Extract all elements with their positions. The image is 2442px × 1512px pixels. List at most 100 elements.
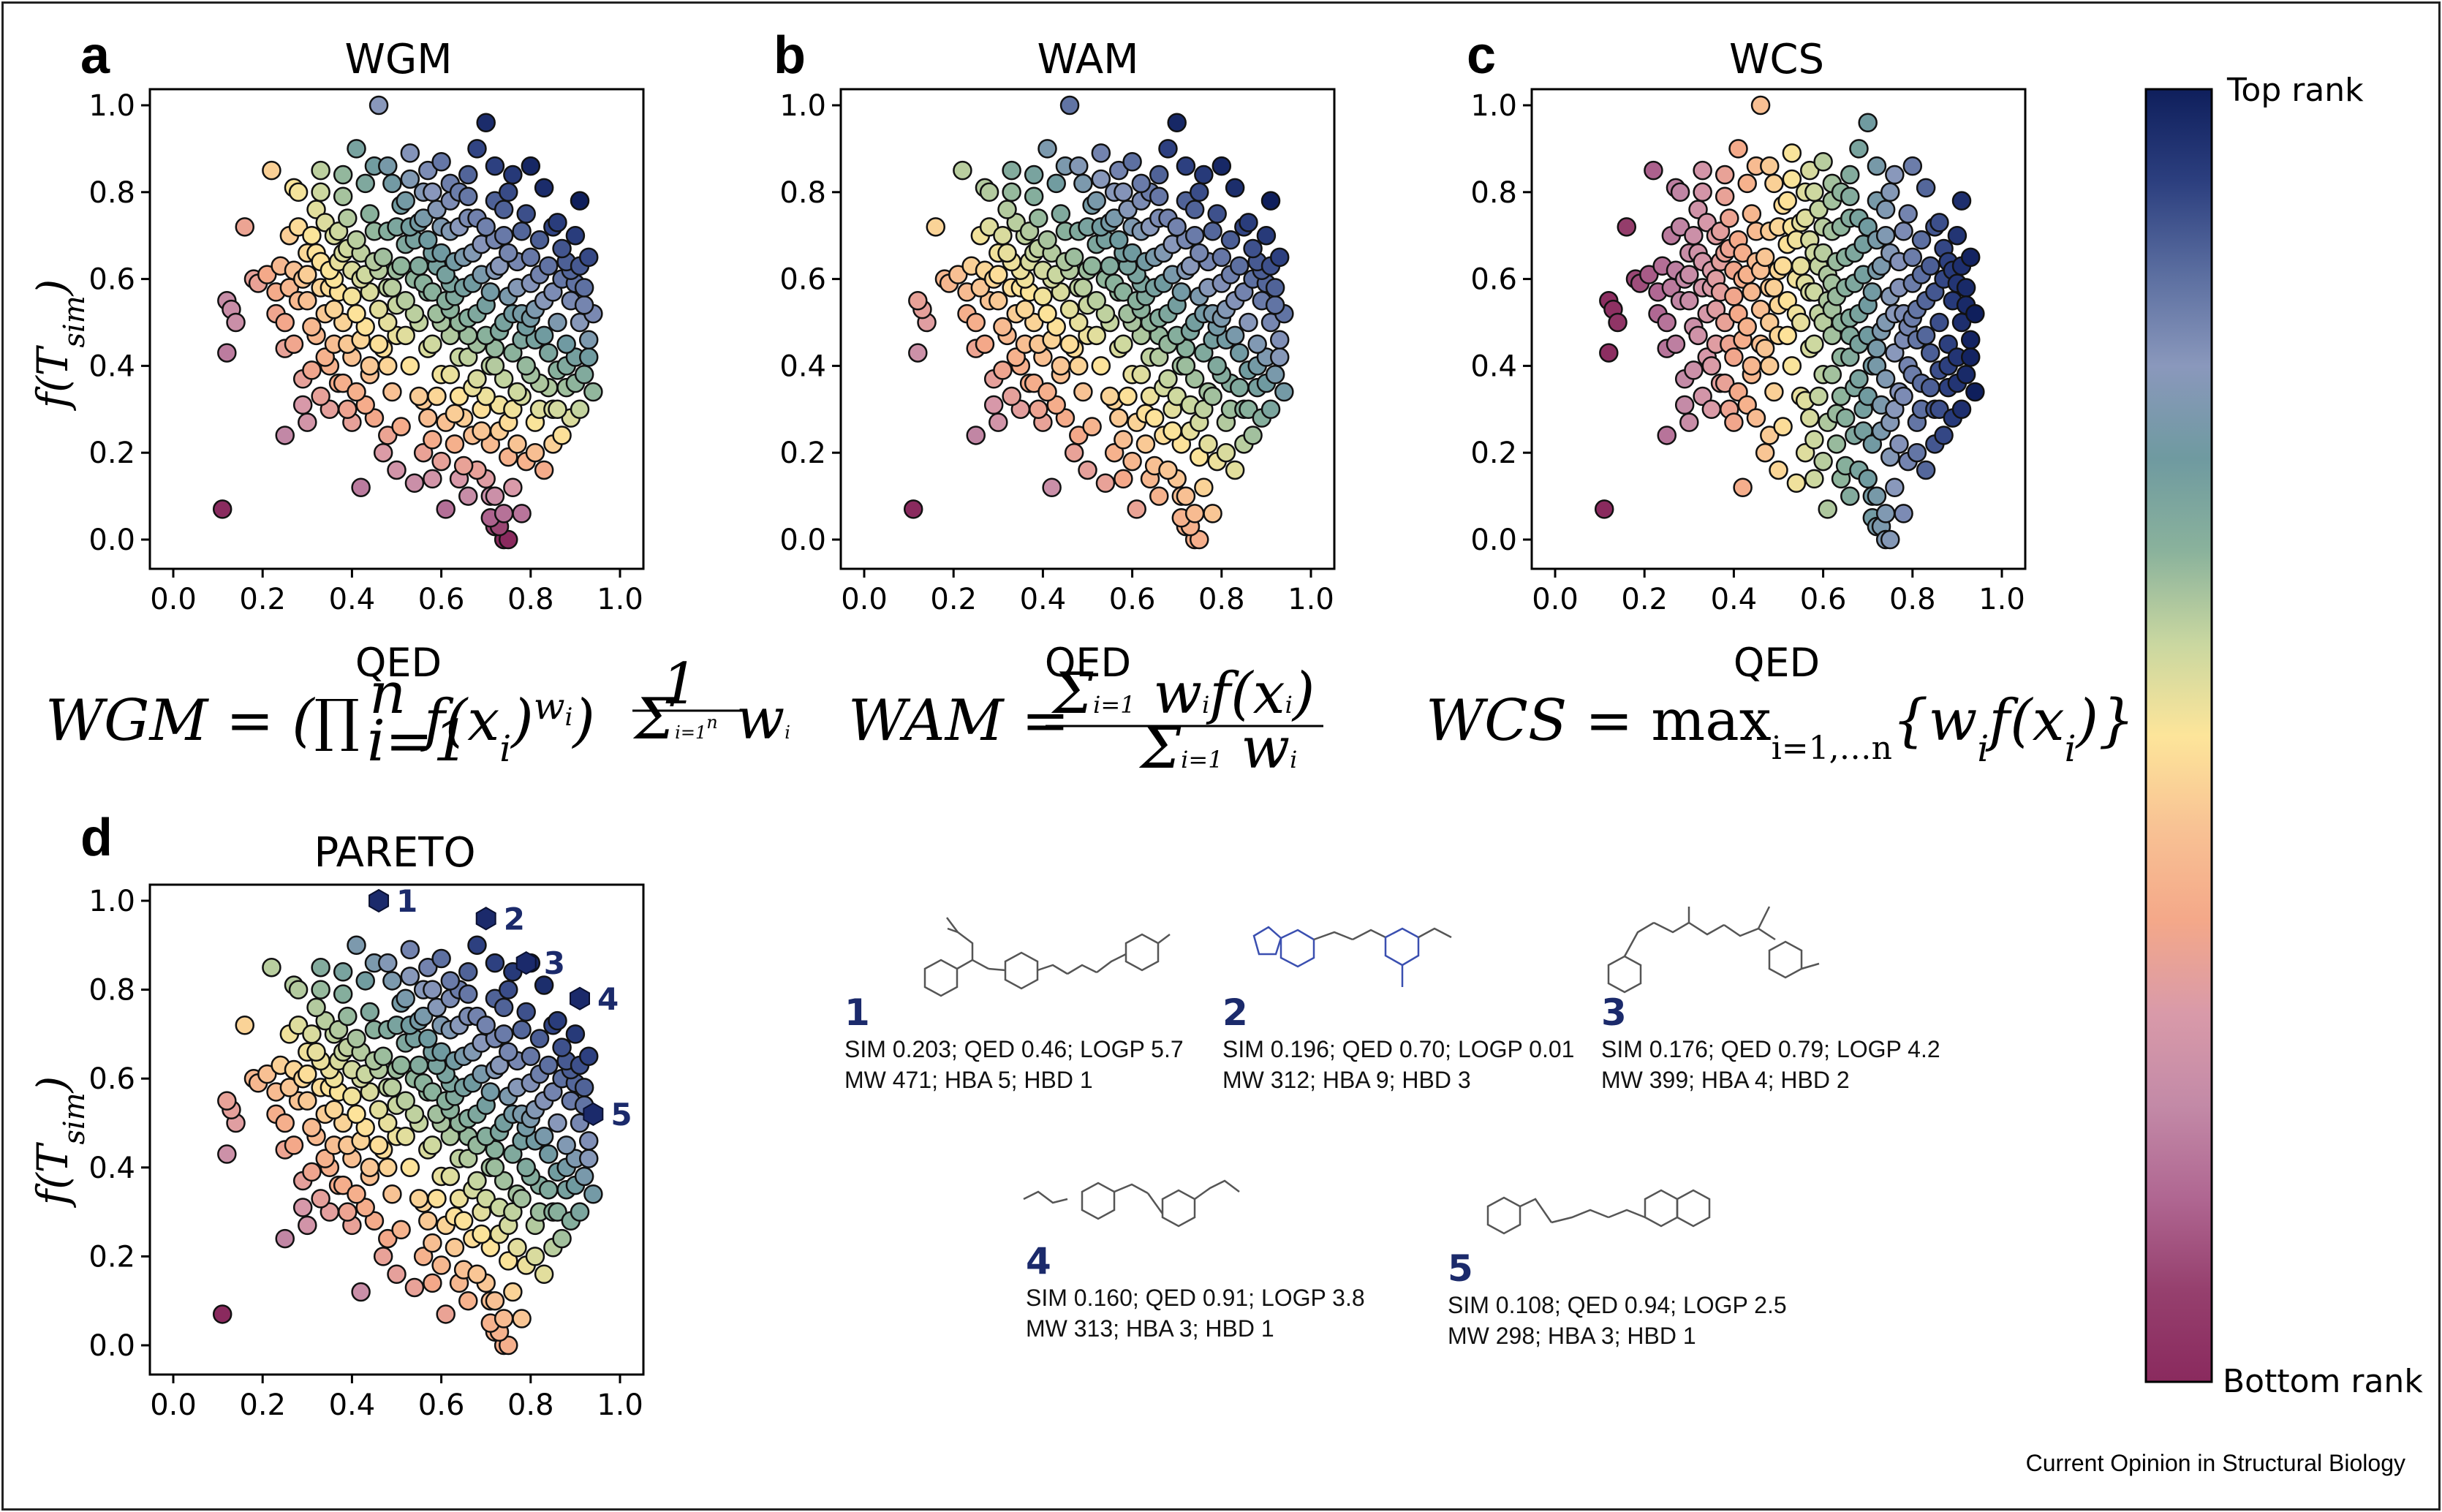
scatter-point (288, 1015, 309, 1035)
scatter-point (413, 1006, 434, 1027)
scatter-point (1920, 377, 1940, 398)
scatter-point (1710, 222, 1731, 241)
scatter-point (418, 230, 438, 250)
scatter-point (1122, 243, 1142, 263)
scatter-point (1822, 365, 1842, 385)
scatter-point (1813, 151, 1833, 172)
scatter-point (1180, 256, 1201, 276)
xtick-label: 0.0 (841, 583, 888, 616)
scatter-point (516, 204, 536, 224)
scatter-point (1086, 191, 1106, 211)
scatter-point (1929, 312, 1949, 333)
scatter-point (328, 1020, 349, 1040)
scatter-point (1684, 360, 1704, 380)
scatter-point (993, 317, 1013, 337)
scatter-point (1858, 469, 1878, 489)
scatter-point (1813, 243, 1833, 263)
scatter-point (1069, 356, 1089, 376)
ytick-label: 0.2 (88, 1240, 135, 1274)
scatter-point (1091, 169, 1111, 189)
scatter-point (1715, 373, 1735, 393)
scatter-point (1835, 408, 1856, 428)
scatter-point (1701, 399, 1722, 420)
scatter-point (423, 1135, 442, 1155)
scatter-point (427, 1189, 447, 1209)
scatter-point (382, 382, 402, 402)
ytick-label: 0.8 (88, 974, 135, 1008)
scatter-point (578, 247, 599, 268)
scatter-point (1069, 312, 1089, 333)
scatter-point (458, 984, 478, 1004)
scatter-point (552, 426, 572, 445)
scatter-point (1804, 469, 1824, 489)
scatter-point (333, 312, 353, 333)
scatter-point (570, 399, 590, 420)
scatter-point (1184, 225, 1205, 246)
scatter-point (1269, 330, 1290, 350)
scatter-point (1679, 291, 1699, 311)
scatter-point (333, 1113, 353, 1133)
scatter-point (1051, 282, 1071, 302)
scatter-point (1095, 473, 1116, 494)
scatter-point (391, 256, 411, 276)
scatter-point (507, 382, 527, 402)
scatter-point (1684, 225, 1704, 246)
scatter-point (1024, 165, 1044, 185)
svg-text:i=1: i=1 (367, 708, 469, 774)
scatter-point (574, 295, 594, 315)
scatter-point (1594, 499, 1614, 519)
scatter-point (378, 312, 398, 333)
scatter-point (1194, 399, 1214, 420)
scatter-point (503, 343, 523, 363)
pareto-hexagon-5 (583, 1102, 604, 1126)
scatter-point (988, 412, 1008, 432)
compound-4-structure (1023, 1179, 1240, 1228)
ytick-label: 1.0 (88, 885, 135, 918)
scatter-point (400, 169, 420, 189)
scatter-point (288, 980, 309, 999)
scatter-point (1885, 399, 1905, 420)
scatter-point (499, 1251, 518, 1271)
scatter-point (1046, 173, 1066, 194)
ytick-label: 1.0 (1470, 89, 1517, 123)
scatter-point (1171, 434, 1192, 454)
scatter-point (1769, 460, 1788, 480)
scatter-point (1791, 256, 1811, 276)
scatter-point (494, 997, 514, 1018)
scatter-point (1239, 213, 1258, 233)
scatter-point (1715, 312, 1735, 333)
scatter-point (1149, 186, 1169, 206)
scatter-point (565, 1024, 586, 1044)
scatter-point (534, 178, 554, 198)
scatter-point (485, 356, 505, 376)
scatter-point (1211, 247, 1232, 268)
scatter-point (382, 971, 402, 991)
scatter-point (1750, 95, 1771, 116)
scatter-point (1184, 504, 1205, 523)
scatter-point (396, 1091, 415, 1111)
scatter-point (360, 1157, 380, 1178)
scatter-point (485, 156, 505, 176)
scatter-point (311, 182, 330, 203)
scatter-point (1265, 278, 1285, 298)
scatter-point (1693, 160, 1712, 181)
scatter-point (1737, 173, 1757, 194)
scatter-point (548, 1010, 567, 1031)
scatter-point (1114, 334, 1133, 354)
scatter-point (1269, 347, 1290, 367)
scatter-point (355, 395, 375, 415)
scatter-point (342, 287, 362, 306)
scatter-point (538, 1179, 559, 1200)
scatter-point (1184, 200, 1205, 219)
scatter-point (1840, 347, 1860, 367)
scatter-point (1082, 417, 1102, 436)
scatter-point (1176, 156, 1196, 176)
scatter-point (1724, 412, 1744, 432)
pareto-hexagon-4 (570, 986, 591, 1010)
scatter-point (1256, 225, 1277, 246)
scatter-point (565, 225, 586, 246)
pareto-label-5: 5 (610, 1097, 632, 1133)
scatter-point (1706, 299, 1726, 320)
scatter-point (574, 1166, 594, 1187)
scatter-point (382, 173, 402, 194)
